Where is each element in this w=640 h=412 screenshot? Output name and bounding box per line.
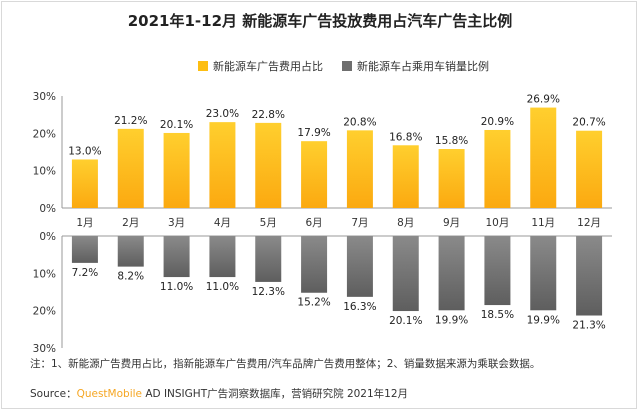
x-category-label: 10月 [485, 217, 509, 229]
x-category-label: 3月 [168, 217, 185, 229]
upper-y-tick-label: 0% [39, 203, 56, 215]
bar-ad-share [346, 130, 373, 208]
bar-ad-share-label: 16.8% [389, 131, 422, 143]
bar-sales-share [438, 236, 465, 311]
legend-swatch-yellow [198, 61, 208, 71]
bar-sales-share-label: 16.3% [343, 301, 376, 313]
legend-item-sales-share: 新能源车占乘用车销量比例 [342, 58, 489, 74]
legend-label-ad-share: 新能源车广告费用占比 [213, 60, 323, 73]
bar-sales-share [484, 236, 511, 306]
bar-sales-share-label: 8.2% [117, 271, 144, 283]
x-category-label: 12月 [577, 217, 601, 229]
x-category-label: 2月 [122, 217, 139, 229]
bar-ad-share-label: 20.1% [160, 119, 193, 131]
bar-ad-share [71, 159, 98, 208]
lower-y-tick-label: 10% [33, 268, 56, 280]
bar-sales-share-label: 7.2% [72, 267, 99, 279]
x-category-label: 11月 [531, 217, 555, 229]
bar-ad-share-label: 23.0% [206, 108, 239, 120]
source-line: Source：QuestMobile AD INSIGHT广告洞察数据库，营销研… [30, 386, 408, 401]
legend-swatch-gray [342, 61, 352, 71]
bar-ad-share-label: 13.0% [68, 145, 101, 157]
source-suffix: AD INSIGHT广告洞察数据库，营销研究院 2021年12月 [142, 388, 409, 400]
footnote: 注：1、新能源广告费用占比，指新能源车广告费用/汽车品牌广告费用整体；2、销量数… [30, 358, 541, 370]
bar-sales-share-label: 15.2% [297, 297, 330, 309]
source-prefix: Source： [30, 388, 77, 400]
bar-ad-share [530, 107, 557, 208]
bar-sales-share [71, 236, 98, 263]
bar-sales-share [346, 236, 373, 297]
bar-ad-share [163, 132, 190, 208]
chart-title: 2021年1-12月 新能源车广告投放费用占汽车广告主比例 [127, 12, 513, 30]
bar-sales-share [163, 236, 190, 278]
upper-y-tick-label: 30% [33, 91, 56, 103]
bar-ad-share-label: 15.8% [435, 135, 468, 147]
bar-ad-share [576, 130, 603, 208]
bar-sales-share-label: 11.0% [206, 281, 239, 293]
bar-ad-share [255, 122, 282, 208]
bar-sales-share-label: 20.1% [389, 315, 422, 327]
bar-sales-share [209, 236, 236, 278]
bar-sales-share-label: 11.0% [160, 281, 193, 293]
lower-y-tick-label: 30% [33, 343, 56, 355]
bar-ad-share [301, 141, 328, 208]
bar-ad-share-label: 20.7% [572, 117, 605, 129]
x-category-label: 9月 [443, 217, 460, 229]
bar-ad-share-label: 26.9% [527, 94, 560, 106]
bar-ad-share-label: 20.9% [481, 116, 514, 128]
x-category-label: 1月 [76, 217, 93, 229]
x-category-label: 5月 [260, 217, 277, 229]
upper-y-tick-label: 20% [33, 128, 56, 140]
bar-sales-share-label: 18.5% [481, 309, 514, 321]
bar-sales-share [392, 236, 419, 312]
source-brand: QuestMobile [76, 388, 142, 400]
bar-ad-share [392, 145, 419, 208]
bar-sales-share-label: 12.3% [252, 286, 285, 298]
bar-ad-share-label: 22.8% [252, 109, 285, 121]
x-category-label: 7月 [351, 217, 368, 229]
x-category-label: 4月 [214, 217, 231, 229]
lower-y-tick-label: 20% [33, 306, 56, 318]
x-category-label: 6月 [305, 217, 322, 229]
lower-y-tick-label: 0% [39, 231, 56, 243]
bar-ad-share [117, 128, 144, 208]
bar-sales-share [530, 236, 557, 311]
bar-ad-share [209, 122, 236, 208]
bar-sales-share [255, 236, 282, 282]
bar-sales-share-label: 19.9% [527, 314, 560, 326]
bar-sales-share [576, 236, 603, 316]
bar-ad-share-label: 17.9% [297, 127, 330, 139]
legend-item-ad-share: 新能源车广告费用占比 [198, 58, 323, 74]
x-category-label: 8月 [397, 217, 414, 229]
bar-ad-share [438, 149, 465, 208]
bar-sales-share [301, 236, 328, 293]
legend-label-sales-share: 新能源车占乘用车销量比例 [357, 60, 489, 73]
legend: 新能源车广告费用占比 新能源车占乘用车销量比例 [0, 58, 640, 74]
bar-sales-share [117, 236, 144, 267]
bar-ad-share [484, 129, 511, 208]
bar-sales-share-label: 21.3% [572, 320, 605, 332]
bar-sales-share-label: 19.9% [435, 314, 468, 326]
bar-ad-share-label: 20.8% [343, 116, 376, 128]
bar-ad-share-label: 21.2% [114, 115, 147, 127]
upper-y-tick-label: 10% [33, 166, 56, 178]
